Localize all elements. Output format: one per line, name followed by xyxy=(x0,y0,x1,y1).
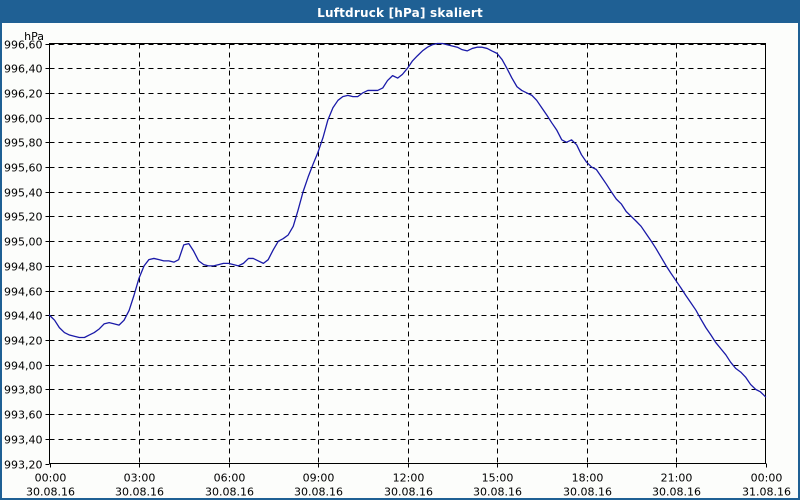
x-tick-label-time: 03:00 xyxy=(124,472,156,485)
y-tick-label: 996,60 xyxy=(4,39,43,52)
x-tick-label-date: 30.08.16 xyxy=(384,486,433,499)
chart-canvas: 996,60 996,40 996,20 996,00 995,80 995,60 995,… xyxy=(2,23,798,498)
x-tick-label-date: 30.08.16 xyxy=(205,486,254,499)
x-tick-label-time: 21:00 xyxy=(661,472,693,485)
pressure-line-chart: 996,60 996,40 996,20 996,00 995,80 995,60 995,… xyxy=(4,30,791,499)
x-tick-label-time: 09:00 xyxy=(303,472,335,485)
x-axis-ticks: 00:0030.08.1603:0030.08.1606:0030.08.160… xyxy=(26,463,791,499)
x-tick-label-date: 30.08.16 xyxy=(26,486,75,499)
x-tick-label-time: 06:00 xyxy=(214,472,246,485)
y-tick-label: 993,60 xyxy=(4,409,43,422)
pressure-series-line xyxy=(48,42,767,398)
y-tick-label: 995,60 xyxy=(4,162,43,175)
window-title-bar: Luftdruck [hPa] skaliert xyxy=(2,2,798,23)
x-tick-label-time: 12:00 xyxy=(393,472,425,485)
x-tick-label-date: 31.08.16 xyxy=(742,486,791,499)
y-tick-label: 993,40 xyxy=(4,434,43,447)
y-tick-label: 996,00 xyxy=(4,113,43,126)
y-tick-label: 994,00 xyxy=(4,360,43,373)
x-tick-label-time: 00:00 xyxy=(35,472,67,485)
page-title: Luftdruck [hPa] skaliert xyxy=(317,5,483,20)
y-tick-label: 993,20 xyxy=(4,459,43,472)
plot-frame xyxy=(49,43,766,464)
y-tick-label: 993,80 xyxy=(4,384,43,397)
grid-lines xyxy=(49,43,766,464)
y-axis-unit-label: hPa xyxy=(24,30,44,43)
x-tick-label-time: 18:00 xyxy=(572,472,604,485)
y-tick-label: 996,40 xyxy=(4,63,43,76)
y-tick-label: 995,80 xyxy=(4,137,43,150)
y-tick-label: 994,20 xyxy=(4,335,43,348)
x-tick-label-date: 30.08.16 xyxy=(563,486,612,499)
y-tick-label: 995,00 xyxy=(4,236,43,249)
x-tick-label-date: 30.08.16 xyxy=(294,486,343,499)
x-tick-label-date: 30.08.16 xyxy=(473,486,522,499)
x-tick-label-date: 30.08.16 xyxy=(652,486,701,499)
y-axis-ticks: 996,60 996,40 996,20 996,00 995,80 995,60 995,… xyxy=(4,39,50,472)
y-tick-label: 994,40 xyxy=(4,310,43,323)
y-tick-label: 995,40 xyxy=(4,187,43,200)
y-tick-label: 994,60 xyxy=(4,286,43,299)
x-tick-label-time: 15:00 xyxy=(482,472,514,485)
y-tick-label: 996,20 xyxy=(4,88,43,101)
y-tick-label: 995,20 xyxy=(4,211,43,224)
x-tick-label-date: 30.08.16 xyxy=(115,486,164,499)
y-tick-label: 994,80 xyxy=(4,261,43,274)
x-tick-label-time: 00:00 xyxy=(751,472,783,485)
